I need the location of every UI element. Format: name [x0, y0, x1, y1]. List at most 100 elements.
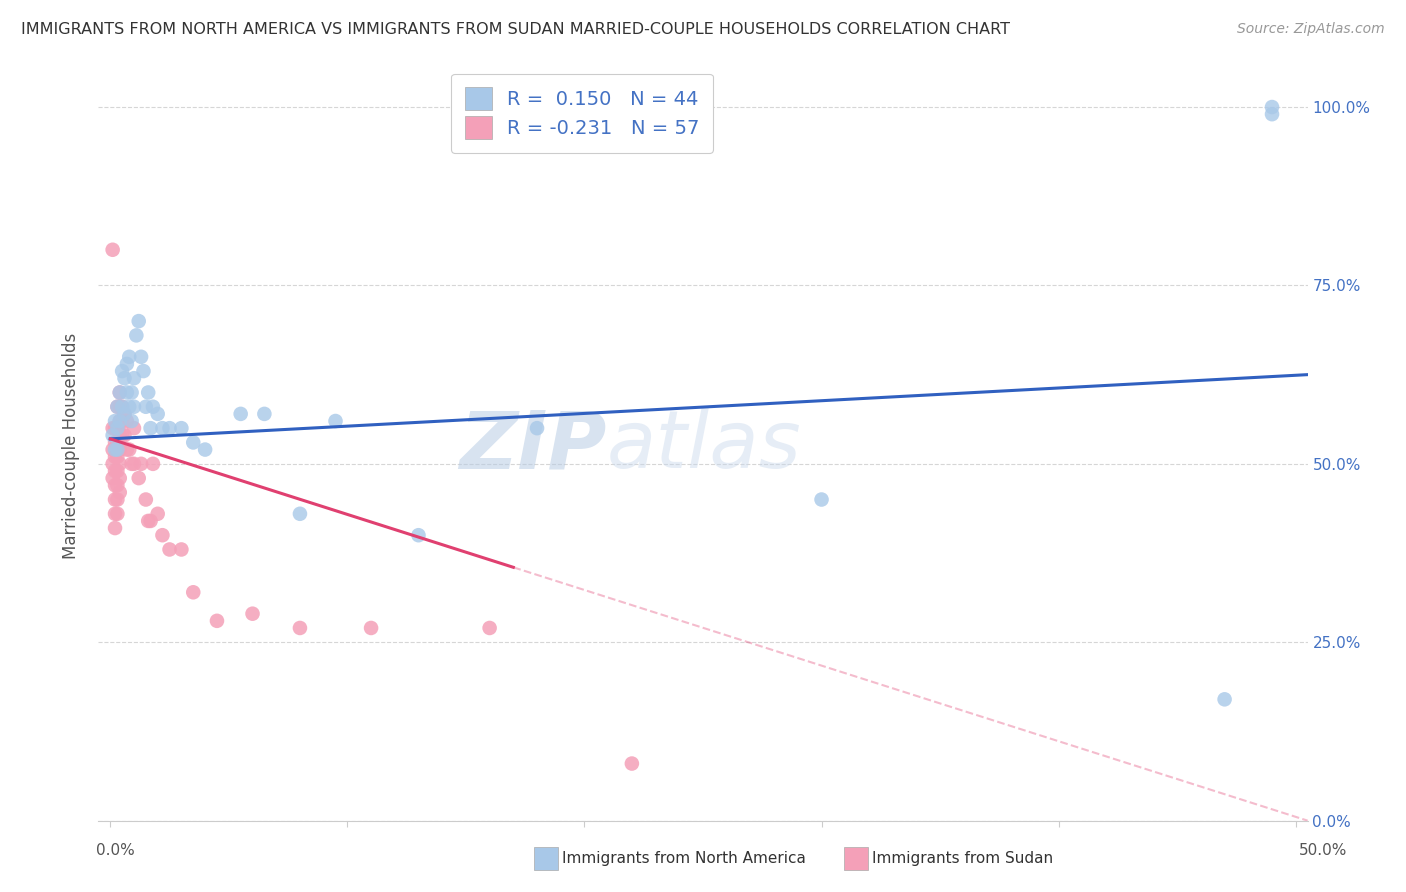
Point	[104, 435, 127, 450]
Point	[105, 421, 128, 435]
Point	[1261, 107, 1284, 121]
Point	[108, 385, 131, 400]
Point	[105, 492, 128, 507]
Point	[115, 385, 138, 400]
Point	[101, 442, 124, 457]
Point	[1213, 692, 1236, 706]
Point	[118, 442, 141, 457]
Point	[810, 492, 832, 507]
Point	[229, 407, 252, 421]
Point	[108, 414, 131, 428]
Point	[111, 400, 134, 414]
Point	[122, 400, 145, 414]
Point	[105, 450, 128, 464]
Point	[105, 507, 128, 521]
Legend: R =  0.150   N = 44, R = -0.231   N = 57: R = 0.150 N = 44, R = -0.231 N = 57	[451, 73, 713, 153]
Point	[104, 421, 127, 435]
Point	[105, 478, 128, 492]
Point	[1261, 100, 1284, 114]
Point	[101, 428, 124, 442]
Point	[129, 350, 152, 364]
Point	[114, 371, 136, 385]
Point	[139, 421, 162, 435]
Point	[142, 400, 165, 414]
Point	[108, 414, 131, 428]
Point	[181, 585, 204, 599]
Point	[104, 521, 127, 535]
Point	[242, 607, 264, 621]
Point	[104, 464, 127, 478]
Point	[170, 542, 193, 557]
Text: 0.0%: 0.0%	[96, 843, 135, 858]
Point	[253, 407, 276, 421]
Point	[101, 457, 124, 471]
Point	[104, 507, 127, 521]
Text: IMMIGRANTS FROM NORTH AMERICA VS IMMIGRANTS FROM SUDAN MARRIED-COUPLE HOUSEHOLDS: IMMIGRANTS FROM NORTH AMERICA VS IMMIGRA…	[21, 22, 1010, 37]
Point	[135, 400, 157, 414]
Point	[121, 414, 143, 428]
Point	[125, 328, 148, 343]
Point	[111, 414, 134, 428]
Point	[325, 414, 347, 428]
Point	[146, 507, 169, 521]
Point	[114, 407, 136, 421]
Point	[136, 514, 159, 528]
Point	[121, 457, 143, 471]
Point	[132, 364, 155, 378]
Point	[114, 407, 136, 421]
Text: atlas: atlas	[606, 407, 801, 485]
Point	[526, 421, 548, 435]
Point	[118, 350, 141, 364]
Point	[159, 421, 181, 435]
Point	[105, 400, 128, 414]
Point	[114, 428, 136, 442]
Point	[122, 457, 145, 471]
Point	[104, 450, 127, 464]
Point	[121, 385, 143, 400]
Point	[115, 442, 138, 457]
Point	[105, 435, 128, 450]
Point	[205, 614, 228, 628]
Point	[115, 357, 138, 371]
Point	[122, 421, 145, 435]
Point	[111, 400, 134, 414]
Point	[128, 314, 150, 328]
Point	[101, 471, 124, 485]
Point	[478, 621, 501, 635]
Point	[118, 400, 141, 414]
Point	[104, 442, 127, 457]
Y-axis label: Married-couple Households: Married-couple Households	[62, 333, 80, 559]
Point	[139, 514, 162, 528]
Point	[101, 421, 124, 435]
Point	[170, 421, 193, 435]
Text: 50.0%: 50.0%	[1299, 843, 1347, 858]
Point	[108, 471, 131, 485]
Point	[108, 385, 131, 400]
Text: Immigrants from Sudan: Immigrants from Sudan	[872, 851, 1053, 865]
Point	[108, 400, 131, 414]
Point	[108, 442, 131, 457]
Point	[108, 457, 131, 471]
Point	[408, 528, 430, 542]
Text: ZIP: ZIP	[458, 407, 606, 485]
Point	[122, 371, 145, 385]
Point	[129, 457, 152, 471]
Point	[288, 507, 311, 521]
Text: Source: ZipAtlas.com: Source: ZipAtlas.com	[1237, 22, 1385, 37]
Point	[104, 492, 127, 507]
Point	[194, 442, 217, 457]
Point	[115, 414, 138, 428]
Point	[146, 407, 169, 421]
Point	[152, 528, 174, 542]
Point	[104, 414, 127, 428]
Point	[159, 542, 181, 557]
Point	[288, 621, 311, 635]
Point	[142, 457, 165, 471]
Point	[181, 435, 204, 450]
Point	[135, 492, 157, 507]
Point	[104, 478, 127, 492]
Point	[111, 364, 134, 378]
Point	[620, 756, 643, 771]
Point	[101, 243, 124, 257]
Point	[111, 428, 134, 442]
